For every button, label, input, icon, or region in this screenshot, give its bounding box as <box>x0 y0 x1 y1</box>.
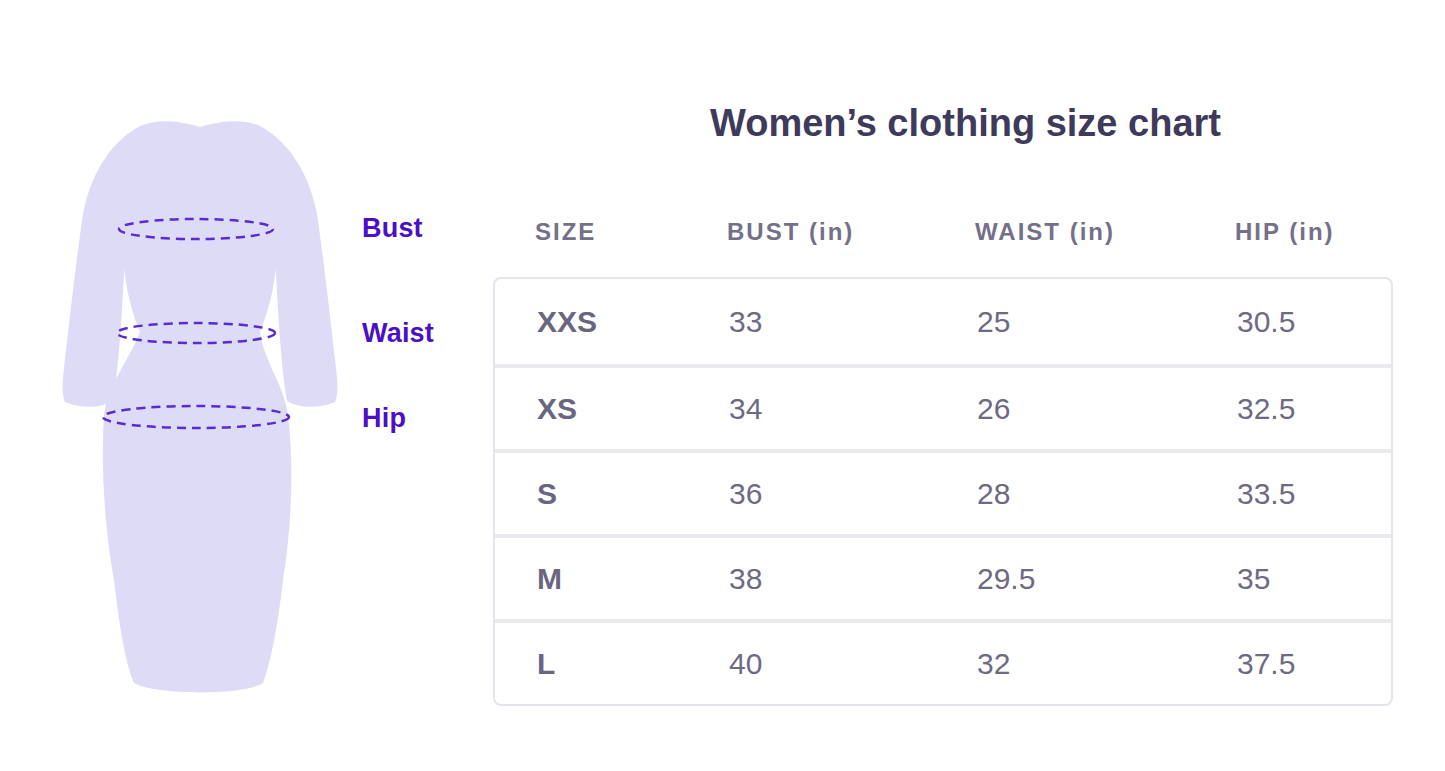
size-value: S <box>495 477 729 511</box>
bust-label: Bust <box>362 213 423 244</box>
bust-value: 34 <box>729 392 977 426</box>
bust-value: 33 <box>729 305 977 339</box>
table-row: S 36 28 33.5 <box>495 449 1391 534</box>
column-header-hip: HIP (in) <box>1235 218 1393 246</box>
size-value: XXS <box>495 305 729 339</box>
bust-value: 36 <box>729 477 977 511</box>
waist-value: 32 <box>977 647 1237 681</box>
column-header-bust: BUST (in) <box>727 218 975 246</box>
table-row: XS 34 26 32.5 <box>495 364 1391 449</box>
size-table-header: SIZE BUST (in) WAIST (in) HIP (in) <box>493 218 1393 246</box>
column-header-waist: WAIST (in) <box>975 218 1235 246</box>
hip-value: 32.5 <box>1237 392 1391 426</box>
table-row: XXS 33 25 30.5 <box>495 279 1391 364</box>
hip-label: Hip <box>362 403 406 434</box>
size-value: L <box>495 647 729 681</box>
bust-value: 38 <box>729 562 977 596</box>
waist-value: 25 <box>977 305 1237 339</box>
hip-value: 35 <box>1237 562 1391 596</box>
table-row: L 40 32 37.5 <box>495 619 1391 704</box>
page-title: Women’s clothing size chart <box>493 102 1438 145</box>
dress-illustration <box>50 112 350 712</box>
hip-value: 37.5 <box>1237 647 1391 681</box>
waist-value: 28 <box>977 477 1237 511</box>
size-value: M <box>495 562 729 596</box>
column-header-size: SIZE <box>493 218 727 246</box>
bust-value: 40 <box>729 647 977 681</box>
waist-value: 26 <box>977 392 1237 426</box>
waist-value: 29.5 <box>977 562 1237 596</box>
table-row: M 38 29.5 35 <box>495 534 1391 619</box>
size-table: XXS 33 25 30.5 XS 34 26 32.5 S 36 28 33.… <box>493 277 1393 706</box>
size-value: XS <box>495 392 729 426</box>
hip-value: 30.5 <box>1237 305 1391 339</box>
hip-value: 33.5 <box>1237 477 1391 511</box>
waist-label: Waist <box>362 318 434 349</box>
